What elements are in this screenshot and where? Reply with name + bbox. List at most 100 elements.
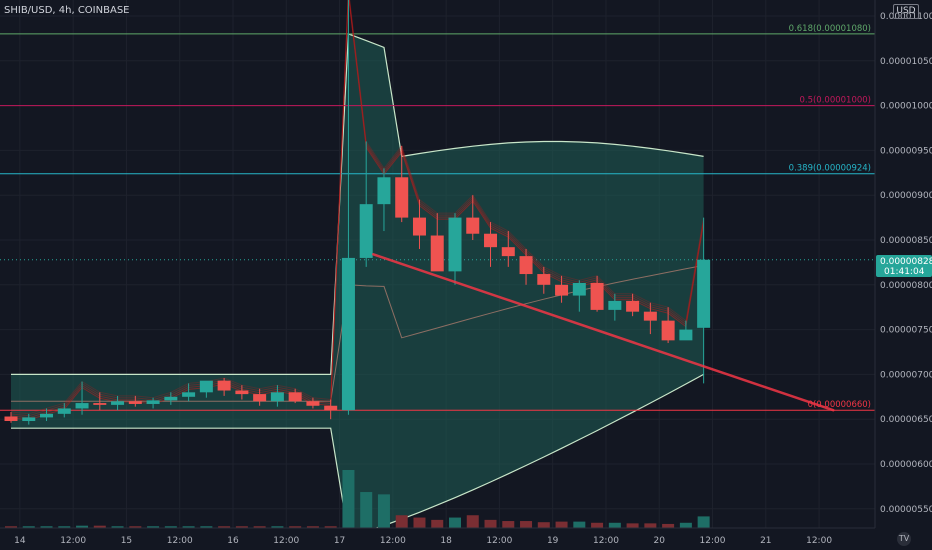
time-tick-label: 20 (654, 536, 666, 546)
volume-bar (5, 526, 17, 528)
currency-badge[interactable]: USD (893, 4, 919, 19)
time-tick-label: 12:00 (700, 536, 726, 546)
candle-body (306, 401, 320, 406)
volume-bar (218, 526, 231, 528)
volume-bar (555, 521, 568, 528)
volume-bar (306, 526, 319, 528)
time-axis[interactable]: 14 12:00 15 12:00 16 12:00 17 12:00 18 12:00 19 12:… (0, 527, 875, 550)
volume-bar (40, 526, 53, 528)
candle-body (395, 177, 409, 218)
volume-bar (235, 526, 248, 528)
volume-bar (129, 526, 142, 528)
price-tick-label: 0.00000950 (880, 146, 932, 156)
candle-body (75, 403, 89, 409)
price-tick-label: 0.00000550 (880, 505, 932, 515)
candle-body (626, 300, 640, 312)
time-tick-label: 19 (547, 536, 559, 546)
price-tick-label: 0.00000650 (880, 415, 932, 425)
volume-bar (289, 526, 302, 528)
trendline-segment (372, 253, 835, 412)
volume-bar (58, 526, 71, 528)
candle-body (93, 403, 107, 405)
candle-body (324, 405, 338, 411)
volume-bar (644, 523, 657, 528)
trendline[interactable] (372, 253, 835, 412)
countdown-timer: 01:41:04 (884, 267, 925, 277)
volume-bar (22, 526, 35, 528)
candle-body (128, 401, 142, 404)
volume-bar (520, 521, 533, 528)
volume-bar (537, 522, 550, 528)
time-tick-label: 21 (760, 536, 771, 546)
candle-body (430, 235, 444, 272)
band-basis (11, 264, 704, 402)
volume-bar (484, 519, 497, 528)
volume-bar (76, 525, 89, 528)
candle-body (341, 257, 355, 411)
volume-bar (449, 517, 461, 528)
candle-body (697, 259, 711, 328)
volume-bar (271, 526, 284, 528)
candle-body (4, 416, 18, 421)
tradingview-logo[interactable]: TV (897, 532, 911, 546)
price-tick-label: 0.00001050 (880, 57, 932, 67)
candle-body (22, 417, 36, 421)
volume-bar (679, 522, 692, 528)
time-tick-label: 12:00 (60, 536, 86, 546)
fib-label-0.618: 0.618(0.00001080) (789, 24, 871, 34)
candle-body (359, 204, 373, 258)
volume-bar (182, 526, 195, 528)
candle-body (661, 320, 675, 341)
time-axis-bg (0, 528, 875, 550)
candle-body (146, 400, 160, 404)
price-tick-label: 0.00000700 (880, 370, 932, 380)
candle-body (519, 256, 533, 275)
candle-body (608, 300, 622, 310)
candle-body (679, 329, 693, 341)
time-tick-label: 17 (334, 536, 345, 546)
volume-bar (93, 525, 106, 528)
volume-bar (413, 517, 426, 528)
candle-body (253, 394, 267, 402)
price-tick-label: 0.00001000 (880, 102, 932, 112)
volume-bar (502, 521, 515, 528)
volume-bar (662, 523, 675, 528)
volume-bar (147, 526, 160, 528)
volume-bar (431, 519, 444, 528)
volume-bar (324, 526, 337, 528)
ma-ribbon (10, 0, 705, 421)
symbol-label[interactable]: SHIB/USD, 4h, COINBASE (4, 5, 130, 16)
ma-line (10, 0, 705, 415)
candle-body (412, 217, 426, 236)
candle-body (466, 217, 480, 234)
ma-line (10, 0, 705, 419)
candlesticks (4, 0, 711, 425)
current-price-tag: 0.00000828 01:41:04 (876, 255, 932, 277)
volume-bar (591, 522, 604, 528)
candle-body (199, 380, 213, 393)
volume-bar (466, 515, 479, 528)
volume-bars (5, 470, 710, 528)
candle-body (448, 217, 462, 272)
fib-label-0: 0(0.00000660) (808, 400, 871, 410)
volume-bar (626, 523, 639, 528)
candle-body (643, 311, 657, 321)
volume-bar (164, 526, 177, 528)
volume-bar (253, 526, 266, 528)
volume-bar (342, 470, 355, 528)
candle-body (217, 380, 231, 391)
band-upper (11, 33, 704, 375)
price-tick-label: 0.00001100 (880, 12, 932, 22)
fib-label-0.382: 0.389(0.00000924) (789, 164, 871, 174)
time-tick-label: 14 (14, 536, 26, 546)
candle-body (182, 392, 196, 397)
candle-body (555, 284, 569, 296)
time-tick-label: 18 (440, 536, 452, 546)
fib-retracement[interactable]: 0.618(0.00001080) 0.5(0.00001000) 0.389(0.… (0, 24, 875, 411)
ma-line (10, 0, 705, 417)
volume-bar (200, 526, 213, 528)
price-tick-label: 0.00000600 (880, 460, 932, 470)
candle-body (111, 401, 125, 405)
current-price-value: 0.00000828 (880, 257, 932, 267)
